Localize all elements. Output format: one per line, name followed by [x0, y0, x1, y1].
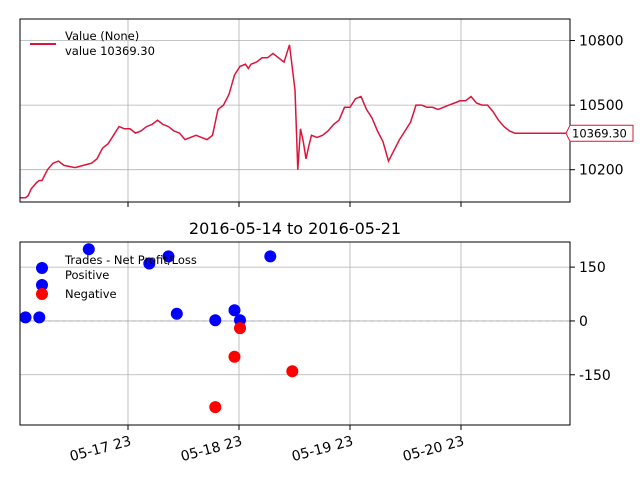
positive-trade-point — [228, 304, 241, 317]
trades-x-tick-label: 05-19 23 — [290, 433, 355, 465]
last-value-tag: 10369.30 — [565, 124, 634, 142]
positive-trade-point — [82, 243, 95, 256]
trades-title: 2016-05-14 to 2016-05-21 — [189, 219, 401, 238]
negative-legend-label: Negative — [65, 287, 117, 301]
positive-legend-marker-2 — [36, 279, 48, 291]
value-y-tick-label: 10200 — [579, 163, 624, 179]
last-value-tag-text: 10369.30 — [572, 126, 627, 140]
trades-x-tick-label: 05-20 23 — [401, 433, 466, 465]
value-series-line — [20, 44, 570, 199]
trades-legend: Trades - Net Profit/Loss Positive Negati… — [36, 253, 197, 301]
positive-trade-point — [170, 307, 183, 320]
value-y-tick-label: 10800 — [579, 34, 624, 50]
value-legend: Value (None) value 10369.30 — [30, 29, 155, 58]
positive-trade-point — [162, 250, 175, 263]
trades-panel: 2016-05-14 to 2016-05-21 -150 0 150 05-17 … — [19, 219, 611, 465]
positive-legend-marker — [36, 262, 48, 274]
value-y-ticks: 10200 10500 10800 — [570, 34, 624, 179]
positive-trade-point — [209, 314, 222, 327]
negative-trade-point — [234, 322, 246, 335]
trades-x-ticks: 05-17 23 05-18 23 05-19 23 05-20 23 — [68, 425, 466, 465]
trades-legend-title: Trades - Net Profit/Loss — [64, 253, 197, 267]
trades-y-ticks: -150 0 150 — [570, 260, 611, 384]
value-y-tick-label: 10500 — [579, 98, 624, 114]
negative-trade-point — [228, 350, 241, 363]
trades-x-tick-label: 05-18 23 — [179, 433, 244, 465]
positive-trade-point — [264, 250, 277, 263]
trades-y-tick-label: -150 — [579, 368, 611, 384]
trades-points — [19, 243, 299, 414]
value-legend-current: value 10369.30 — [65, 44, 155, 58]
positive-trade-point — [33, 311, 46, 324]
value-panel: 10200 10500 10800 Value (None) value 10369… — [19, 18, 634, 207]
value-axes-frame — [19, 18, 571, 203]
negative-trade-point — [209, 401, 222, 414]
trades-axes-frame — [19, 241, 571, 426]
negative-trade-point — [286, 365, 299, 378]
positive-legend-label: Positive — [65, 268, 109, 282]
trades-y-tick-label: 0 — [579, 314, 588, 330]
trades-x-tick-label: 05-17 23 — [68, 433, 133, 465]
positive-trade-point — [19, 311, 32, 324]
last-value-tag-box — [565, 124, 634, 142]
value-legend-label: Value (None) — [65, 29, 139, 43]
trades-y-tick-label: 150 — [579, 260, 606, 276]
negative-legend-marker — [36, 288, 48, 300]
positive-trade-point — [143, 257, 156, 270]
value-x-ticks — [127, 202, 462, 207]
